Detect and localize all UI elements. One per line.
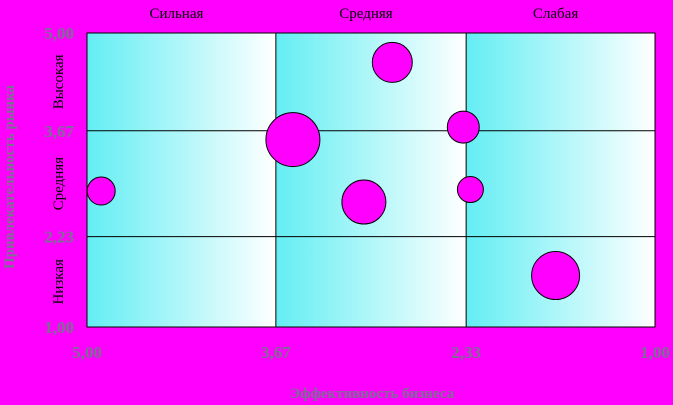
y-tick-label: 1,00 [44,318,74,337]
column-labels: Сильная Средняя Слабая [149,6,578,22]
bubble [86,176,116,206]
row-label: Высокая [51,54,67,109]
row-labels: Низкая Средняя Высокая [51,54,67,304]
grid-lines [86,32,656,328]
x-tick-labels: 5,00 3,67 2,33 1,00 [72,343,670,362]
x-axis-label: Эффективность бизнеса [290,386,455,402]
row-label: Низкая [51,259,67,305]
row-label: Средняя [51,157,67,211]
bubbles [86,41,581,301]
matrix-cell [466,130,655,237]
bubble [341,179,387,225]
column-label: Слабая [533,6,578,22]
bubble [265,112,321,168]
matrix-cell [275,33,467,131]
x-tick-label: 3,67 [261,343,291,362]
matrix-cell [466,33,655,131]
bubble [371,41,413,83]
matrix-cell [87,130,276,237]
x-tick-label: 5,00 [72,343,102,362]
bubble [531,251,581,301]
y-tick-label: 5,00 [44,24,74,43]
matrix-cell [87,33,276,131]
column-label: Сильная [149,6,203,22]
plot-border [86,32,656,328]
y-tick-label: 3,67 [44,122,74,141]
y-tick-labels: 1,00 2,23 3,67 5,00 [44,24,74,337]
y-tick-label: 2,23 [44,228,74,247]
bubble [456,176,484,204]
column-label: Средняя [339,6,393,22]
x-tick-label: 1,00 [640,343,670,362]
y-axis-label: Привлекательность рынка [2,85,18,269]
matrix-cell [275,236,467,327]
matrix-cell [87,236,276,327]
x-tick-label: 2,33 [451,343,481,362]
bubble [446,110,480,144]
